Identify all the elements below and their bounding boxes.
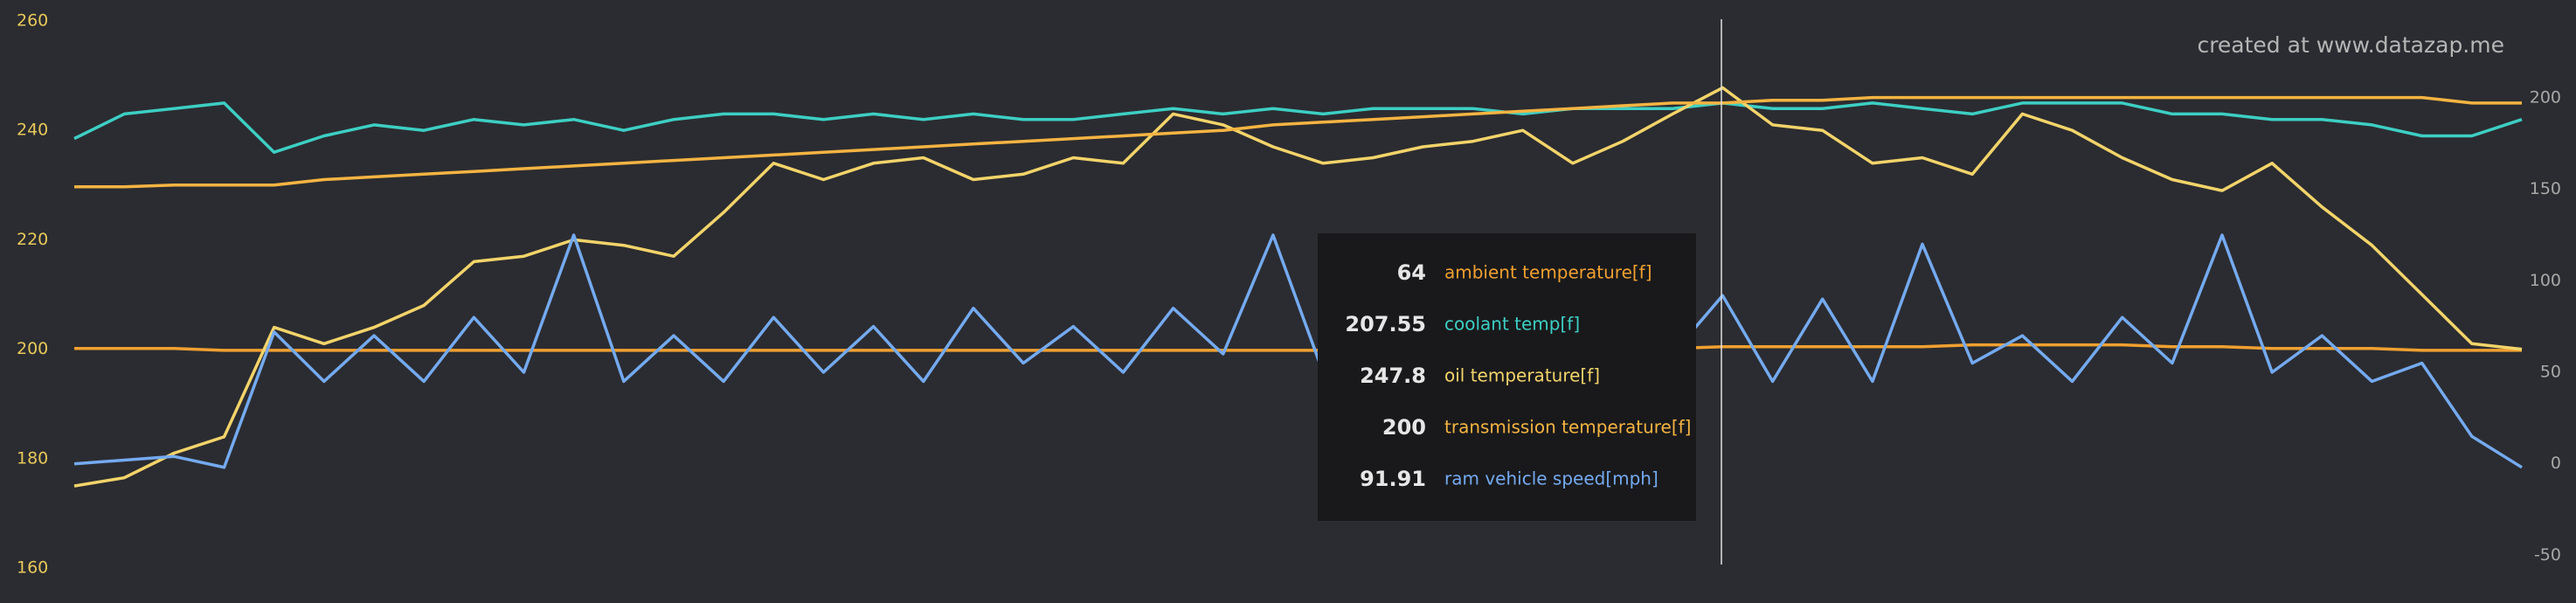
y-tick-label: 200 (17, 339, 48, 358)
series-line (74, 343, 2522, 352)
series-line (73, 101, 2523, 154)
y2-tick-label: -50 (2534, 545, 2561, 565)
tooltip-value: 200 (1382, 415, 1426, 440)
tooltip-value: 91.91 (1360, 467, 1426, 491)
tooltip-name: oil temperature[f] (1444, 365, 1600, 386)
plot-area: 160 180 200 220 240 260 -50 0 50 100 150 200 (17, 11, 2561, 578)
tooltip-box (1318, 233, 1696, 521)
tooltip-name: ram vehicle speed[mph] (1444, 468, 1658, 489)
tooltip-name: ambient temperature[f] (1444, 262, 1652, 283)
tooltip-value: 207.55 (1345, 312, 1426, 336)
y2-tick-label: 0 (2551, 454, 2561, 473)
y-tick-label: 180 (17, 448, 48, 468)
tooltip-value: 247.8 (1360, 364, 1426, 388)
watermark: created at www.datazap.me (2197, 32, 2504, 58)
tooltip: 64 ambient temperature[f] 207.55 coolant te… (1345, 260, 1691, 491)
y-tick-label: 160 (17, 558, 48, 578)
tooltip-name: transmission temperature[f] (1444, 417, 1691, 438)
y-tick-label: 260 (17, 11, 48, 31)
series-line (73, 233, 2523, 469)
series-line (73, 86, 2523, 488)
y2-tick-label: 50 (2540, 362, 2561, 381)
tooltip-value: 64 (1397, 260, 1426, 285)
tooltip-name: coolant temp[f] (1444, 314, 1580, 335)
series-line (74, 95, 2522, 189)
y-tick-label: 220 (17, 230, 48, 249)
y2-tick-label: 100 (2530, 271, 2561, 290)
y2-tick-label: 200 (2530, 87, 2561, 107)
y-tick-label: 240 (17, 121, 48, 140)
y2-tick-label: 150 (2530, 179, 2561, 198)
